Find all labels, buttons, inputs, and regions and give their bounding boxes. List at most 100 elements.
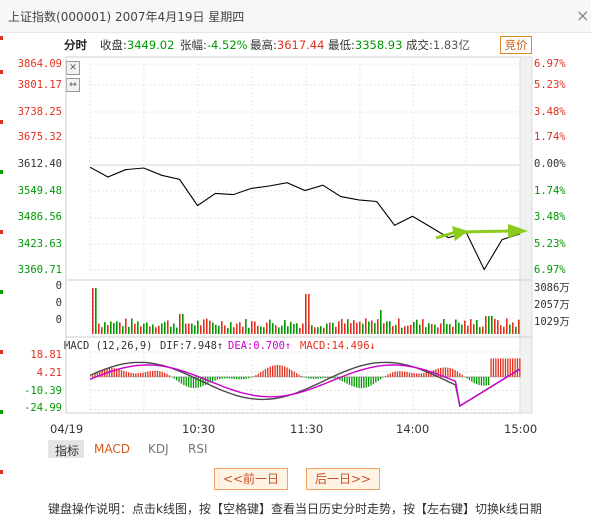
tab-rsi[interactable]: RSI [188, 442, 208, 456]
tab-macd[interactable]: MACD [94, 442, 130, 456]
macd-bar [507, 358, 509, 377]
volume-tick: 0 [55, 314, 62, 326]
macd-bar [437, 368, 439, 377]
macd-bar [473, 376, 475, 384]
macd-bar [392, 372, 394, 377]
macd-bar [478, 376, 480, 386]
macd-bar [464, 376, 466, 378]
volume-bar [449, 324, 451, 334]
volume-bar [176, 327, 178, 334]
volume-bar [506, 318, 508, 334]
macd-bar [308, 376, 310, 379]
macd-bar [135, 373, 137, 377]
macd-bar [339, 376, 341, 381]
macd-bar [298, 374, 300, 377]
macd-bar [132, 373, 135, 377]
high-price: 最高:3617.44 [250, 38, 325, 52]
volume-bar [122, 326, 124, 334]
volume-bar [422, 319, 424, 334]
volume-bar [509, 324, 511, 334]
index-name: 上证指数 [8, 10, 57, 24]
volume-bar [257, 325, 259, 334]
volume-bar [266, 322, 268, 334]
macd-bar [365, 376, 367, 388]
volume-bar [170, 326, 172, 334]
macd-bar [500, 358, 502, 377]
volume-bar [146, 322, 148, 334]
percent-tick: 3.48% [534, 106, 566, 118]
volume-bar [398, 318, 400, 334]
macd-bar [425, 372, 427, 377]
volume-tick: 0 [55, 297, 62, 309]
volume-bar [248, 327, 250, 334]
macd-bar [485, 376, 487, 386]
macd-bar [380, 376, 382, 380]
macd-bar [348, 376, 351, 385]
tab-indicator[interactable]: 指标 [55, 444, 80, 458]
macd-bar [274, 365, 276, 377]
volume-bar [101, 327, 103, 334]
next-day-button[interactable]: 后一日>> [306, 468, 380, 490]
macd-dif: DIF:7.948↑ [160, 340, 224, 352]
macd-bar [428, 371, 430, 377]
macd-bar [183, 376, 185, 386]
bid-button[interactable]: 竞价 [500, 36, 532, 54]
volume-bar [476, 319, 478, 334]
macd-bar [240, 376, 243, 380]
volume-bar [95, 288, 97, 334]
prev-day-button[interactable]: <<前一日 [214, 468, 288, 490]
macd-bar [118, 369, 120, 377]
volume-bar [230, 322, 232, 334]
volume-bar [404, 326, 406, 334]
volume-bar [431, 323, 433, 334]
volume-bar [116, 321, 118, 334]
tab-kdj[interactable]: KDJ [148, 442, 169, 456]
macd-bar [411, 372, 413, 377]
macd-bar [363, 376, 365, 389]
macd-bar [171, 376, 173, 378]
tab-intraday[interactable]: 分时 [64, 38, 87, 52]
macd-bar [452, 368, 454, 377]
macd-bar [401, 371, 403, 377]
macd-bar [221, 376, 223, 379]
macd-bar [250, 376, 252, 378]
macd-bar [204, 376, 207, 385]
macd-bar [317, 376, 319, 379]
macd-bar [483, 376, 485, 386]
macd-bar [305, 376, 307, 378]
window-title: 上证指数(000001) 2007年4月19日 星期四 [8, 8, 244, 25]
macd-bar [413, 373, 415, 377]
volume-tick: 0 [55, 280, 62, 292]
volume-bar [479, 327, 481, 334]
volume-bar [242, 326, 244, 334]
volume-bar [269, 319, 271, 334]
macd-bar [224, 376, 226, 379]
close-icon[interactable]: × [576, 6, 590, 25]
macd-bar [471, 376, 473, 382]
macd-bar [176, 376, 178, 381]
macd-bar [502, 358, 504, 377]
macd-bar [320, 376, 322, 379]
volume-bar [353, 320, 355, 334]
volume-bar [203, 319, 205, 334]
volume-tick-right: 1029万 [534, 316, 570, 328]
volume-total: 成交:1.83亿 [406, 38, 470, 52]
volume-bar [221, 321, 223, 334]
macd-bar [341, 376, 343, 382]
macd-bar [377, 376, 379, 381]
close-small-icon[interactable]: ✕ [66, 61, 80, 75]
price-tick: 3675.32 [17, 131, 62, 143]
volume-bar [485, 316, 487, 334]
price-tick: 3423.63 [17, 238, 62, 250]
macd-bar [197, 376, 199, 388]
macd-bar [449, 368, 451, 377]
volume-bar [275, 325, 277, 334]
arrow-head [508, 224, 528, 238]
macd-bar [113, 368, 115, 377]
macd-bar [255, 375, 257, 377]
volume-bar [497, 320, 499, 334]
volume-bar [308, 294, 310, 334]
macd-bar [444, 367, 447, 377]
macd-bar [164, 372, 166, 377]
